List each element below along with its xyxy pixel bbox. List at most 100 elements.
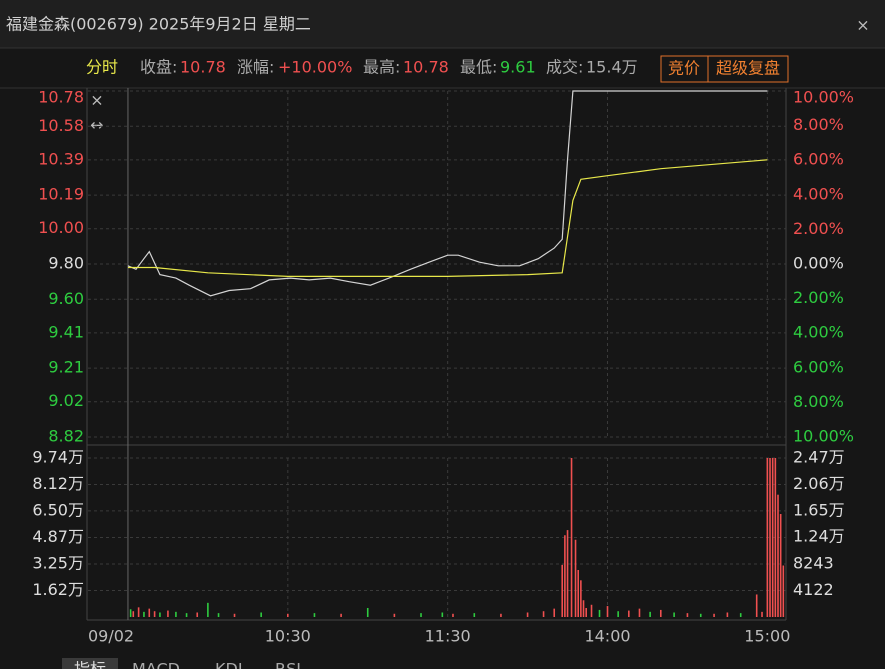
- volume-bar: [779, 514, 782, 617]
- y2-tick-label: 8.00%: [793, 392, 844, 411]
- volume-label: 成交:: [546, 58, 583, 77]
- tab[interactable]: RSI: [275, 660, 301, 669]
- volume-bar: [638, 608, 641, 617]
- volume-bar: [420, 613, 422, 617]
- volume-bar: [217, 613, 220, 617]
- volume-bar: [739, 613, 742, 617]
- volume-bar: [649, 611, 651, 617]
- volume-bar: [777, 494, 779, 617]
- volume-bar: [441, 612, 444, 617]
- tool-icon[interactable]: ↔: [90, 116, 103, 135]
- close-button[interactable]: ×: [856, 16, 869, 35]
- volume-bar: [153, 611, 156, 617]
- y-tick-label: 3.25万: [32, 553, 84, 572]
- x-tick-label: 14:00: [584, 627, 630, 646]
- y-tick-label: 8.82: [48, 427, 84, 446]
- volume-bar: [585, 607, 587, 617]
- y-tick-label: 9.60: [48, 289, 84, 308]
- volume-bar: [196, 612, 199, 617]
- volume-bar: [313, 613, 316, 617]
- y2-tick-label: 4122: [793, 580, 834, 599]
- volume-value: 15.4万: [586, 58, 638, 77]
- volume-bar: [577, 570, 579, 617]
- volume-bar: [606, 606, 609, 617]
- volume-bar: [713, 613, 715, 617]
- volume-bar: [473, 613, 476, 617]
- low-value: 9.61: [500, 58, 536, 77]
- volume-bar: [574, 539, 577, 617]
- button-frame[interactable]: [707, 55, 789, 83]
- y2-tick-label: 10.00%: [793, 427, 854, 446]
- volume-bar: [566, 530, 569, 617]
- y2-tick-label: 8.00%: [793, 115, 844, 134]
- volume-bar: [159, 612, 161, 617]
- volume-bar: [137, 607, 140, 617]
- y-tick-label: 10.39: [38, 149, 84, 168]
- volume-bar: [340, 613, 342, 617]
- y-tick-label: 4.87万: [32, 527, 84, 546]
- x-tick-label: 09/02: [88, 627, 134, 646]
- volume-bar: [143, 611, 145, 617]
- change-label: 涨幅:: [237, 58, 274, 77]
- y-tick-label: 9.74万: [32, 448, 84, 467]
- window-title: 福建金森(002679) 2025年9月2日 星期二: [6, 15, 311, 34]
- tab-active[interactable]: [62, 658, 118, 669]
- y-tick-label: 6.50万: [32, 500, 84, 519]
- volume-bar: [542, 611, 545, 617]
- volume-bar: [287, 613, 289, 617]
- y-tick-label: 10.78: [38, 88, 84, 107]
- x-tick-label: 11:30: [425, 627, 471, 646]
- volume-bar: [366, 607, 369, 617]
- tab[interactable]: KDJ: [215, 660, 243, 669]
- y-tick-label: 1.62万: [32, 580, 84, 599]
- price-line: [128, 159, 768, 277]
- y2-tick-label: 10.00%: [793, 88, 854, 107]
- volume-bar: [393, 613, 396, 617]
- volume-bar: [726, 612, 729, 617]
- volume-bar: [761, 611, 763, 617]
- low-label: 最低:: [460, 58, 497, 77]
- tab[interactable]: MACD: [132, 660, 180, 669]
- y-tick-label: 9.41: [48, 322, 84, 341]
- volume-bar: [771, 458, 774, 617]
- y2-tick-label: 6.00%: [793, 150, 844, 169]
- tab[interactable]: 指标: [74, 660, 106, 669]
- volume-bar: [617, 611, 619, 617]
- change-value: +10.00%: [278, 58, 352, 77]
- volume-bar: [452, 613, 454, 617]
- volume-bar: [774, 458, 777, 617]
- high-value: 10.78: [403, 58, 449, 77]
- y2-tick-label: 1.65万: [793, 500, 845, 519]
- volume-bar: [686, 613, 689, 617]
- volume-bar: [782, 565, 785, 617]
- high-label: 最高:: [363, 58, 400, 77]
- volume-bar: [526, 612, 529, 617]
- x-tick-label: 15:00: [744, 627, 790, 646]
- y2-tick-label: 2.47万: [793, 448, 845, 467]
- title-bar: [0, 0, 885, 48]
- x-tick-label: 10:30: [265, 627, 311, 646]
- y2-tick-label: 1.24万: [793, 527, 845, 546]
- tool-icon[interactable]: ×: [90, 91, 103, 110]
- y2-tick-label: 2.00%: [793, 219, 844, 238]
- volume-bar: [148, 608, 151, 617]
- y2-tick-label: 4.00%: [793, 184, 844, 203]
- volume-bar: [659, 609, 662, 617]
- volume-bar: [582, 600, 585, 617]
- volume-bar: [628, 610, 630, 617]
- volume-bar: [699, 613, 702, 617]
- replay-button[interactable]: 超级复盘: [716, 59, 780, 78]
- auction-button[interactable]: 竞价: [668, 59, 700, 78]
- volume-bar: [132, 611, 135, 617]
- volume-bar: [673, 612, 675, 617]
- y2-tick-label: 2.06万: [793, 474, 845, 493]
- volume-bar: [561, 564, 564, 617]
- volume-bar: [553, 608, 556, 617]
- mode-label[interactable]: 分时: [86, 58, 118, 77]
- y-tick-label: 10.19: [38, 185, 84, 204]
- y-tick-label: 9.21: [48, 358, 84, 377]
- y2-tick-label: 2.00%: [793, 288, 844, 307]
